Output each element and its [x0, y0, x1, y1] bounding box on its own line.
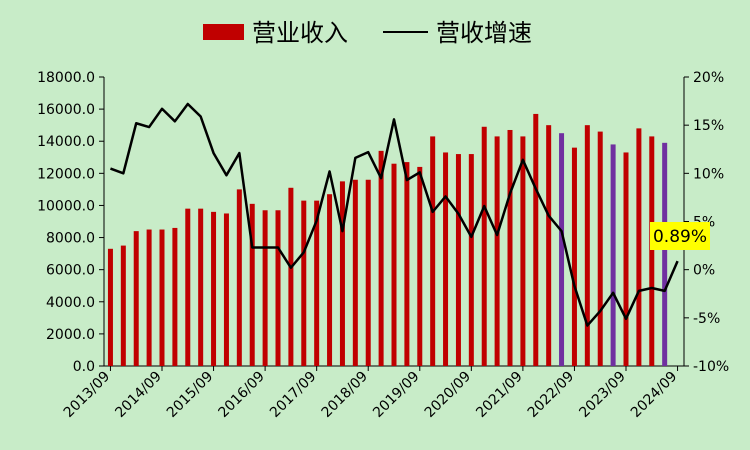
revenue-bar — [275, 210, 281, 366]
revenue-bar — [636, 128, 642, 366]
revenue-bar — [352, 179, 358, 366]
revenue-bar — [481, 126, 487, 367]
revenue-bar — [133, 231, 139, 366]
right-tick-label: 15% — [693, 118, 724, 134]
legend-label-growth: 营收增速 — [436, 19, 532, 47]
revenue-bar — [146, 229, 152, 366]
revenue-bar — [649, 136, 655, 366]
x-tick-label: 2016/09 — [215, 369, 267, 421]
revenue-bar — [107, 248, 113, 366]
left-tick-label: 10000.0 — [37, 198, 95, 214]
legend: 营业收入 营收增速 — [203, 19, 532, 47]
revenue-bar — [288, 187, 294, 366]
revenue-bar — [198, 208, 204, 366]
left-tick-label: 16000.0 — [37, 102, 95, 118]
revenue-bar — [365, 179, 371, 366]
callout-label: 0.89% — [653, 227, 707, 247]
x-tick-label: 2024/09 — [628, 369, 680, 421]
growth-polyline — [110, 102, 679, 327]
x-tick-label: 2023/09 — [576, 369, 628, 421]
left-tick-label: 8000.0 — [46, 231, 95, 247]
revenue-bar — [404, 162, 410, 366]
revenue-bar — [301, 200, 307, 366]
revenue-bar — [662, 142, 668, 366]
revenue-bar — [314, 200, 320, 366]
revenue-bar — [443, 152, 449, 366]
revenue-bar — [455, 154, 461, 366]
revenue-bar — [468, 154, 474, 366]
revenue-bar — [262, 210, 268, 366]
revenue-bar — [223, 213, 229, 366]
x-tick-label: 2014/09 — [112, 369, 164, 421]
right-tick-label: 10% — [693, 166, 724, 182]
callout-box — [650, 222, 710, 250]
revenue-bar — [391, 163, 397, 366]
left-tick-label: 18000.0 — [37, 70, 95, 86]
revenue-bar — [533, 113, 539, 366]
revenue-bar — [623, 152, 629, 366]
revenue-bar — [249, 203, 255, 366]
revenue-bar — [378, 150, 384, 366]
revenue-bar — [159, 229, 165, 366]
x-tick-label: 2019/09 — [370, 369, 422, 421]
revenue-bar — [430, 136, 436, 366]
growth-line — [110, 102, 679, 327]
x-tick-label: 2021/09 — [473, 369, 525, 421]
revenue-bar — [494, 136, 500, 366]
revenue-bar — [185, 208, 191, 366]
right-tick-label: 0% — [693, 263, 715, 279]
x-tick-label: 2018/09 — [319, 369, 371, 421]
left-tick-label: 14000.0 — [37, 134, 95, 150]
left-tick-label: 0.0 — [73, 359, 95, 375]
revenue-bar — [507, 129, 513, 366]
x-tick-label: 2015/09 — [164, 369, 216, 421]
revenue-bar — [520, 136, 526, 366]
revenue-bar — [236, 189, 242, 366]
x-tick-label: 2013/09 — [61, 369, 113, 421]
legend-swatch-revenue — [203, 24, 244, 40]
revenue-bar — [120, 245, 126, 366]
x-tick-label: 2020/09 — [422, 369, 474, 421]
revenue-bar — [327, 194, 333, 366]
revenue-bar — [339, 181, 345, 366]
callout: 0.89% — [650, 222, 710, 250]
revenue-bar — [172, 227, 178, 366]
x-tick-label: 2022/09 — [525, 369, 577, 421]
revenue-bar — [584, 125, 590, 367]
revenue-bar — [559, 133, 565, 366]
revenue-bar — [417, 166, 423, 366]
revenue-bar — [571, 147, 577, 366]
right-tick-label: 20% — [693, 70, 724, 86]
left-tick-label: 4000.0 — [46, 295, 95, 311]
left-tick-label: 2000.0 — [46, 327, 95, 343]
revenue-bar — [546, 125, 552, 367]
left-tick-label: 12000.0 — [37, 166, 95, 182]
revenue-bar — [211, 211, 217, 366]
right-tick-label: -10% — [693, 359, 729, 375]
legend-label-revenue: 营业收入 — [252, 19, 348, 47]
right-tick-label: -5% — [693, 311, 720, 327]
x-tick-label: 2017/09 — [267, 369, 319, 421]
left-tick-label: 6000.0 — [46, 263, 95, 279]
revenue-bar — [597, 131, 603, 366]
revenue-bars — [107, 113, 668, 367]
revenue-bar — [610, 144, 616, 366]
